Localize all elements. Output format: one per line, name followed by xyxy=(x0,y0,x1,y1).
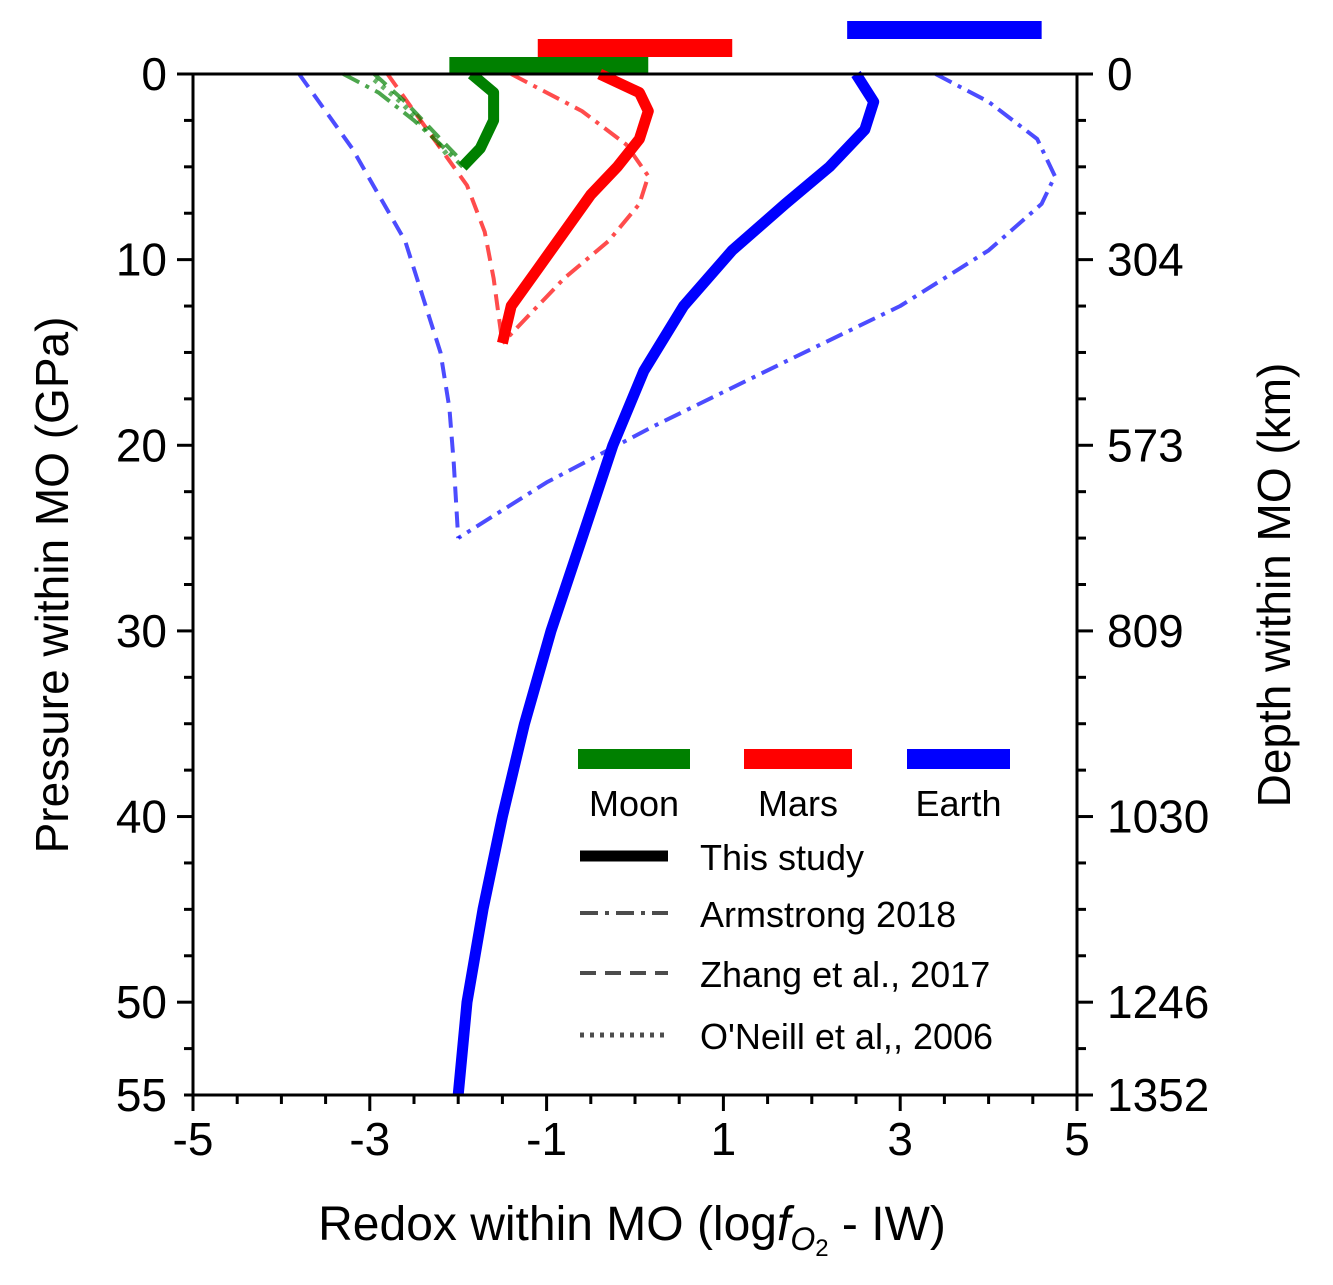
series-moon-dashed xyxy=(372,72,460,159)
legend-label-earth: Earth xyxy=(915,783,1001,824)
right-tick-label: 573 xyxy=(1107,419,1184,471)
plot-frame xyxy=(191,72,1079,1097)
range-bar-mars xyxy=(537,39,733,57)
right-tick-label: 304 xyxy=(1107,234,1184,286)
range-bars xyxy=(449,21,1042,75)
right-tick-label: 0 xyxy=(1107,48,1133,100)
range-bar-moon xyxy=(449,57,649,75)
series-earth-dashdot xyxy=(457,72,1057,540)
legend-label-dashdot: Armstrong 2018 xyxy=(700,894,956,935)
legend: Moon Mars Earth This study Armstrong 2018 Zha… xyxy=(578,749,1010,1057)
y-tick-label: 55 xyxy=(116,1069,167,1121)
series-mars-dashdot xyxy=(500,72,651,345)
y-axis-right: 0 304 573 809 1030 1246 1352 xyxy=(1077,48,1209,1121)
x-axis: -5 -3 -1 1 3 5 xyxy=(173,1095,1090,1165)
series-earth-solid xyxy=(452,71,880,1096)
right-tick-label: 1352 xyxy=(1107,1069,1209,1121)
series-mars-dashed xyxy=(385,72,505,344)
x-axis-label: Redox within MO (logfO2 - IW) xyxy=(318,1198,946,1262)
x-axis-label-tail: - IW) xyxy=(829,1198,946,1251)
x-axis-label-main: Redox within MO (log xyxy=(318,1198,777,1251)
legend-label-solid: This study xyxy=(700,837,864,878)
x-tick-label: 5 xyxy=(1064,1113,1090,1165)
x-axis-label-sub-2: 2 xyxy=(815,1235,828,1262)
y-axis-label-left: Pressure within MO (GPa) xyxy=(26,317,78,854)
y-tick-label: 50 xyxy=(116,976,167,1028)
y-tick-label: 40 xyxy=(116,791,167,843)
legend-label-dashed: Zhang et al., 2017 xyxy=(700,954,990,995)
series-layer xyxy=(297,69,1057,1096)
range-bar-earth xyxy=(847,21,1042,39)
legend-label-mars: Mars xyxy=(758,783,838,824)
x-tick-label: -3 xyxy=(349,1113,390,1165)
series-earth-dashed xyxy=(297,72,461,539)
y-tick-label: 30 xyxy=(116,605,167,657)
x-tick-label: -5 xyxy=(173,1113,214,1165)
y-axis-left: 0 10 20 30 40 50 55 xyxy=(116,48,193,1121)
right-tick-label: 1246 xyxy=(1107,976,1209,1028)
series-mars-solid xyxy=(497,69,654,345)
legend-label-moon: Moon xyxy=(589,783,679,824)
legend-swatch-earth xyxy=(907,749,1010,769)
x-tick-label: 3 xyxy=(887,1113,913,1165)
legend-swatch-moon xyxy=(578,749,690,769)
series-moon-dashdot xyxy=(342,72,465,169)
y-tick-label: 20 xyxy=(116,419,167,471)
x-tick-label: 1 xyxy=(711,1113,737,1165)
x-tick-label: -1 xyxy=(526,1113,567,1165)
right-tick-label: 1030 xyxy=(1107,791,1209,843)
y-tick-label: 0 xyxy=(141,48,167,100)
right-tick-label: 809 xyxy=(1107,605,1184,657)
y-axis-label-right: Depth within MO (km) xyxy=(1248,363,1300,808)
x-axis-label-sub-o: O xyxy=(790,1221,815,1257)
legend-swatch-mars xyxy=(744,749,852,769)
series-moon-solid xyxy=(458,69,500,171)
legend-label-dotted: O'Neill et al,, 2006 xyxy=(700,1016,993,1057)
y-tick-label: 10 xyxy=(116,234,167,286)
